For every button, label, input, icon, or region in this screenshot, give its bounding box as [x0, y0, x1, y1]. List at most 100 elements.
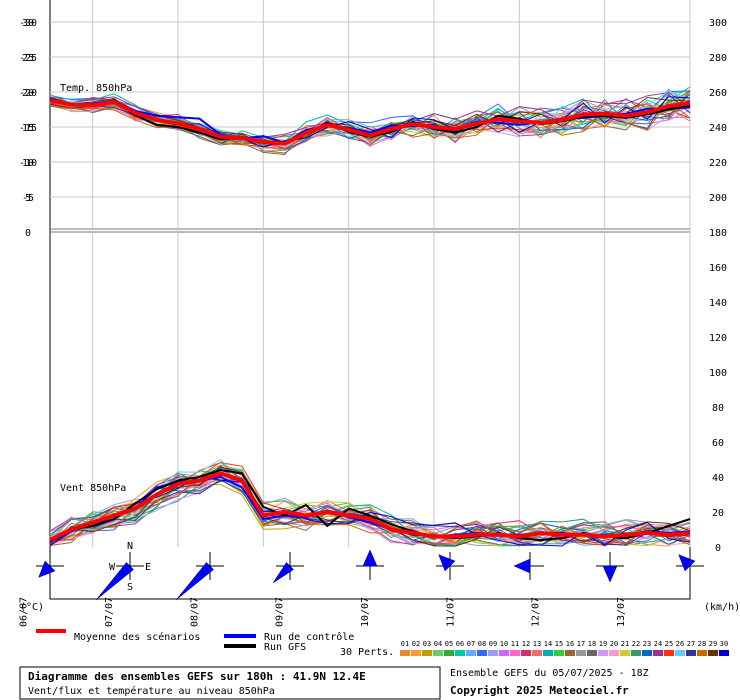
right-tick-label: 300	[709, 18, 727, 29]
x-tick-label: 13/07	[616, 597, 627, 627]
member-swatch	[675, 650, 685, 656]
wind-panel-label: Vent 850hPa	[60, 483, 126, 494]
wind-rose-petal	[38, 560, 56, 578]
wind-rose-petal	[272, 562, 294, 584]
member-swatch	[598, 650, 608, 656]
right-tick-label: 260	[709, 88, 727, 99]
right-tick-label: 180	[709, 228, 727, 239]
ensemble-member-temp	[49, 98, 691, 156]
series-layer	[49, 86, 691, 547]
ensemble-member-wind	[49, 470, 691, 546]
member-number: 10	[500, 640, 508, 648]
member-number: 25	[665, 640, 673, 648]
control-temp-line	[49, 98, 691, 145]
member-swatch	[697, 650, 707, 656]
wind-rose: N E SW	[95, 541, 151, 601]
member-number: 16	[566, 640, 574, 648]
ensemble-member-wind	[49, 472, 691, 546]
member-swatch	[719, 650, 729, 656]
member-number: 07	[467, 640, 475, 648]
member-number: 04	[434, 640, 442, 648]
footer-box	[19, 666, 441, 700]
member-legend: 01 02 03 04 05 06 07 08 09 10 11 12 13 14 15 16 17 18 19 20…	[400, 640, 729, 656]
x-tick-label: 08/07	[189, 597, 200, 627]
member-swatch	[609, 650, 619, 656]
member-number: 28	[698, 640, 706, 648]
member-swatch	[521, 650, 531, 656]
member-swatch	[466, 650, 476, 656]
member-swatch	[664, 650, 674, 656]
right-tick-label: 40	[712, 473, 724, 484]
ensemble-member-wind	[49, 468, 691, 545]
member-swatch	[576, 650, 586, 656]
wind-rose	[436, 552, 464, 580]
member-number: 23	[643, 640, 651, 648]
wind-rose-petal	[513, 558, 531, 574]
compass-label-s: S	[127, 582, 133, 593]
legend-gfs-label: Run GFS	[264, 642, 306, 653]
member-number: 01	[401, 640, 409, 648]
member-swatch	[400, 650, 410, 656]
member-number: 12	[522, 640, 530, 648]
member-number: 26	[676, 640, 684, 648]
member-number: 14	[544, 640, 552, 648]
right-tick-label: 60	[712, 438, 724, 449]
member-number: 02	[412, 640, 420, 648]
left-tick-label: 15	[22, 123, 34, 134]
footer-run: Ensemble GEFS du 05/07/2025 - 18Z	[450, 668, 649, 679]
x-tick-label: 09/07	[275, 597, 286, 627]
member-number: 29	[709, 640, 717, 648]
right-tick-label: 80	[712, 403, 724, 414]
wind-rose	[596, 552, 624, 583]
x-tick-label: 12/07	[531, 597, 542, 627]
right-tick-label: 220	[709, 158, 727, 169]
member-swatch	[686, 650, 696, 656]
wind-rose-petal	[362, 549, 378, 567]
x-tick-label: 11/07	[445, 597, 456, 627]
ensemble-member-temp	[49, 100, 691, 150]
member-swatch	[422, 650, 432, 656]
footer-copyright: Copyright 2025 Meteociel.fr	[450, 684, 629, 697]
wind-rose-petal	[438, 554, 456, 572]
member-swatch	[642, 650, 652, 656]
x-tick-label: 07/07	[104, 597, 115, 627]
wind-rose	[36, 552, 64, 580]
left-tick-label: 5	[25, 193, 31, 204]
left-tick-label: 25	[22, 53, 34, 64]
temp-panel-label: Temp. 850hPa	[60, 83, 132, 94]
member-number: 24	[654, 640, 662, 648]
left-tick-label: 0	[25, 228, 31, 239]
wind-rose	[175, 552, 224, 601]
left-tick-label: -25	[19, 53, 37, 64]
member-swatch	[532, 650, 542, 656]
left-tick-label: -30	[19, 18, 37, 29]
wind-rose-petal	[602, 565, 618, 583]
member-number: 13	[533, 640, 541, 648]
right-tick-label: 100	[709, 368, 727, 379]
member-swatch	[587, 650, 597, 656]
member-number: 27	[687, 640, 695, 648]
right-tick-label: 160	[709, 263, 727, 274]
member-number: 15	[555, 640, 563, 648]
member-swatch	[543, 650, 553, 656]
member-swatch	[477, 650, 487, 656]
member-swatch	[653, 650, 663, 656]
member-swatch	[444, 650, 454, 656]
wind-rose-petal	[678, 554, 696, 572]
wind-rose-petal	[175, 562, 214, 601]
axis-layer: 302520151050-5-10-15-20-25-30-35-40-4530…	[19, 18, 727, 627]
compass-label-n: N	[127, 541, 133, 552]
left-tick-label: -20	[19, 88, 37, 99]
member-number: 08	[478, 640, 486, 648]
member-number: 22	[632, 640, 640, 648]
wind-rose	[513, 552, 544, 580]
left-unit-label: (°C)	[20, 602, 44, 613]
wind-rose	[356, 549, 384, 580]
right-tick-label: 240	[709, 123, 727, 134]
member-swatch	[455, 650, 465, 656]
mean-temp-line	[49, 98, 691, 146]
member-swatch	[433, 650, 443, 656]
member-swatch	[631, 650, 641, 656]
legend: Moyenne des scénarios Run de contrôle Ru…	[36, 629, 729, 658]
